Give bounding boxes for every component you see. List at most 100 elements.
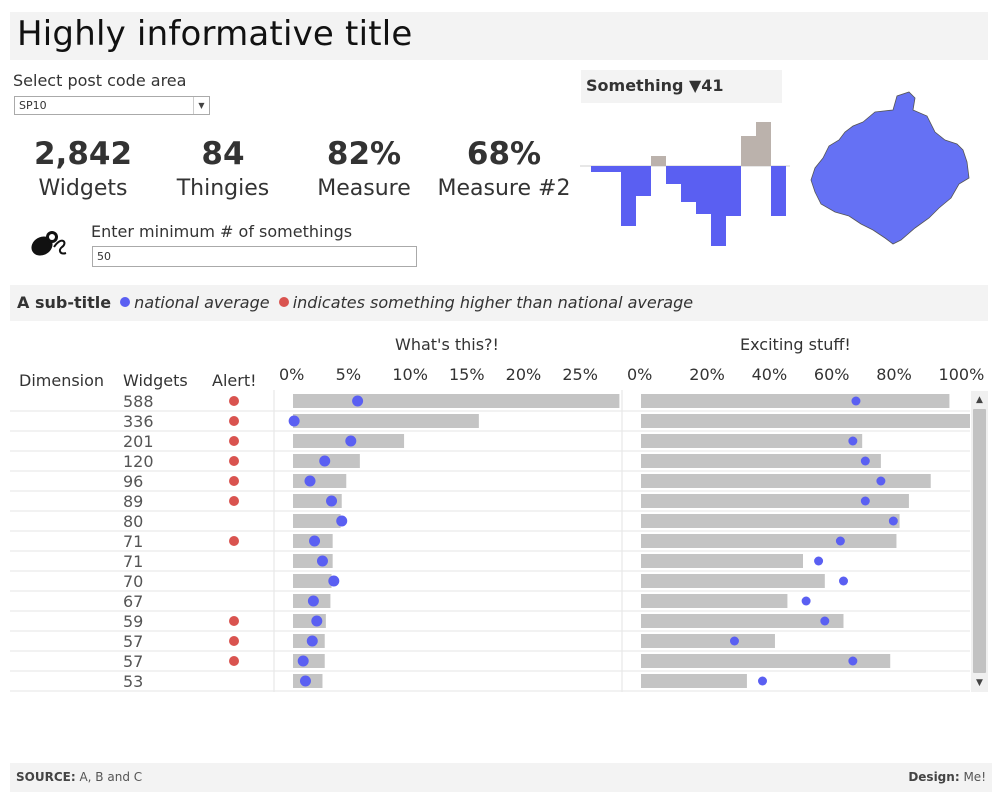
whats-this-dot[interactable] [304, 475, 316, 487]
alert-dot [229, 656, 239, 666]
widgets-cell: 120 [123, 452, 154, 471]
exciting-stuff-bar[interactable] [641, 614, 844, 628]
exciting-stuff-bar[interactable] [641, 674, 747, 688]
exciting-stuff-bar[interactable] [641, 414, 970, 428]
exciting-stuff-bar[interactable] [641, 454, 881, 468]
mini-chart-bar[interactable] [711, 166, 726, 246]
whats-this-dot[interactable] [316, 555, 328, 567]
kpi-thingies: 84 Thingies [170, 136, 276, 201]
subtitle-higher-note: indicates something higher than national… [292, 293, 694, 312]
whats-this-bar[interactable] [293, 394, 620, 408]
kpi-label: Measure [317, 176, 411, 201]
whats-this-dot[interactable] [309, 535, 321, 547]
map-area[interactable] [810, 91, 970, 245]
exciting-stuff-bar[interactable] [641, 654, 891, 668]
exciting-stuff-bar[interactable] [641, 574, 825, 588]
exciting-stuff-dot[interactable] [729, 636, 739, 646]
alert-dot [229, 536, 239, 546]
exciting-stuff-bar[interactable] [641, 554, 803, 568]
scrollbar-thumb[interactable] [973, 409, 986, 673]
footer-design-label: Design: [908, 770, 960, 784]
exciting-stuff-bar[interactable] [641, 534, 897, 548]
widgets-cell: 53 [123, 672, 143, 691]
whats-this-dot[interactable] [319, 455, 331, 467]
mini-chart-bar[interactable] [621, 166, 636, 226]
axis-tick-whats-this: 0% [279, 365, 305, 384]
mini-chart-bar[interactable] [636, 166, 651, 196]
whats-this-dot[interactable] [297, 655, 309, 667]
postcode-map[interactable] [805, 88, 975, 248]
whats-this-bar[interactable] [293, 474, 347, 488]
widgets-cell: 89 [123, 492, 143, 511]
whats-this-dot[interactable] [345, 435, 357, 447]
exciting-stuff-bar[interactable] [641, 514, 900, 528]
widgets-cell: 336 [123, 412, 154, 431]
footer-source: SOURCE: A, B and C [16, 770, 142, 784]
subtitle-heading: A sub-title [17, 293, 112, 312]
column-header-widgets[interactable]: Widgets [123, 371, 188, 390]
whats-this-dot[interactable] [299, 675, 311, 687]
exciting-stuff-dot[interactable] [876, 476, 886, 486]
whats-this-dot[interactable] [352, 395, 364, 407]
whats-this-dot[interactable] [328, 575, 340, 587]
exciting-stuff-bar[interactable] [641, 394, 950, 408]
mini-chart-bar[interactable] [591, 166, 606, 172]
exciting-stuff-dot[interactable] [860, 456, 870, 466]
mini-chart-bar[interactable] [696, 166, 711, 214]
alert-dot [229, 636, 239, 646]
exciting-stuff-dot[interactable] [848, 436, 858, 446]
widgets-cell: 96 [123, 472, 143, 491]
exciting-stuff-dot[interactable] [758, 676, 767, 686]
mini-chart-bar[interactable] [771, 166, 786, 216]
whats-this-dot[interactable] [326, 495, 338, 507]
whats-this-dot[interactable] [307, 595, 319, 607]
mini-chart-bar[interactable] [741, 136, 756, 166]
whats-this-dot[interactable] [336, 515, 348, 527]
exciting-stuff-dot[interactable] [814, 556, 824, 566]
exciting-stuff-bar[interactable] [641, 494, 909, 508]
whats-this-bar[interactable] [293, 414, 479, 428]
kpi-label: Widgets [38, 176, 128, 201]
subtitle-national-average: national average [134, 293, 270, 312]
exciting-stuff-bar[interactable] [641, 474, 931, 488]
whats-this-dot[interactable] [311, 615, 323, 627]
scroll-down-icon[interactable]: ▼ [976, 678, 983, 688]
mini-chart-bar[interactable] [606, 166, 621, 172]
exciting-stuff-dot[interactable] [888, 516, 898, 526]
footer-design-value: Me! [963, 770, 986, 784]
exciting-stuff-dot[interactable] [801, 596, 811, 606]
mini-chart-bar[interactable] [651, 156, 666, 166]
column-header-dimension[interactable]: Dimension [19, 371, 105, 390]
scrollbar[interactable]: ▲ ▼ [971, 391, 988, 692]
down-arrow-icon: ▼ [688, 76, 702, 95]
exciting-stuff-bar[interactable] [641, 594, 788, 608]
exciting-stuff-dot[interactable] [835, 536, 845, 546]
column-header-alert[interactable]: Alert! [212, 371, 257, 390]
mini-chart-bar[interactable] [756, 122, 771, 166]
exciting-stuff-dot[interactable] [820, 616, 830, 626]
exciting-stuff-dot[interactable] [860, 496, 870, 506]
mini-chart-bar[interactable] [666, 166, 681, 184]
widgets-cell: 70 [123, 572, 143, 591]
whats-this-dot[interactable] [306, 635, 318, 647]
exciting-stuff-bar[interactable] [641, 634, 775, 648]
chevron-down-icon[interactable]: ▼ [193, 97, 209, 114]
mini-chart-bar[interactable] [726, 166, 741, 216]
exciting-stuff-dot[interactable] [839, 576, 848, 586]
postcode-value: SP10 [19, 99, 47, 112]
postcode-select[interactable]: SP10 ▼ [14, 96, 210, 115]
minimum-input[interactable] [92, 246, 417, 267]
minimum-label: Enter minimum # of somethings [91, 222, 353, 241]
something-box: Something ▼41 [581, 70, 782, 103]
chart-title-whats-this: What's this?! [395, 335, 499, 354]
mini-chart-bar[interactable] [681, 166, 696, 202]
whats-this-bar[interactable] [293, 514, 341, 528]
exciting-stuff-dot[interactable] [848, 656, 858, 666]
exciting-stuff-dot[interactable] [851, 396, 861, 406]
whats-this-dot[interactable] [288, 415, 300, 427]
alert-dot [229, 456, 239, 466]
whats-this-bar[interactable] [293, 574, 332, 588]
something-mini-chart [580, 122, 790, 246]
scroll-up-icon[interactable]: ▲ [976, 395, 983, 405]
exciting-stuff-bar[interactable] [641, 434, 863, 448]
